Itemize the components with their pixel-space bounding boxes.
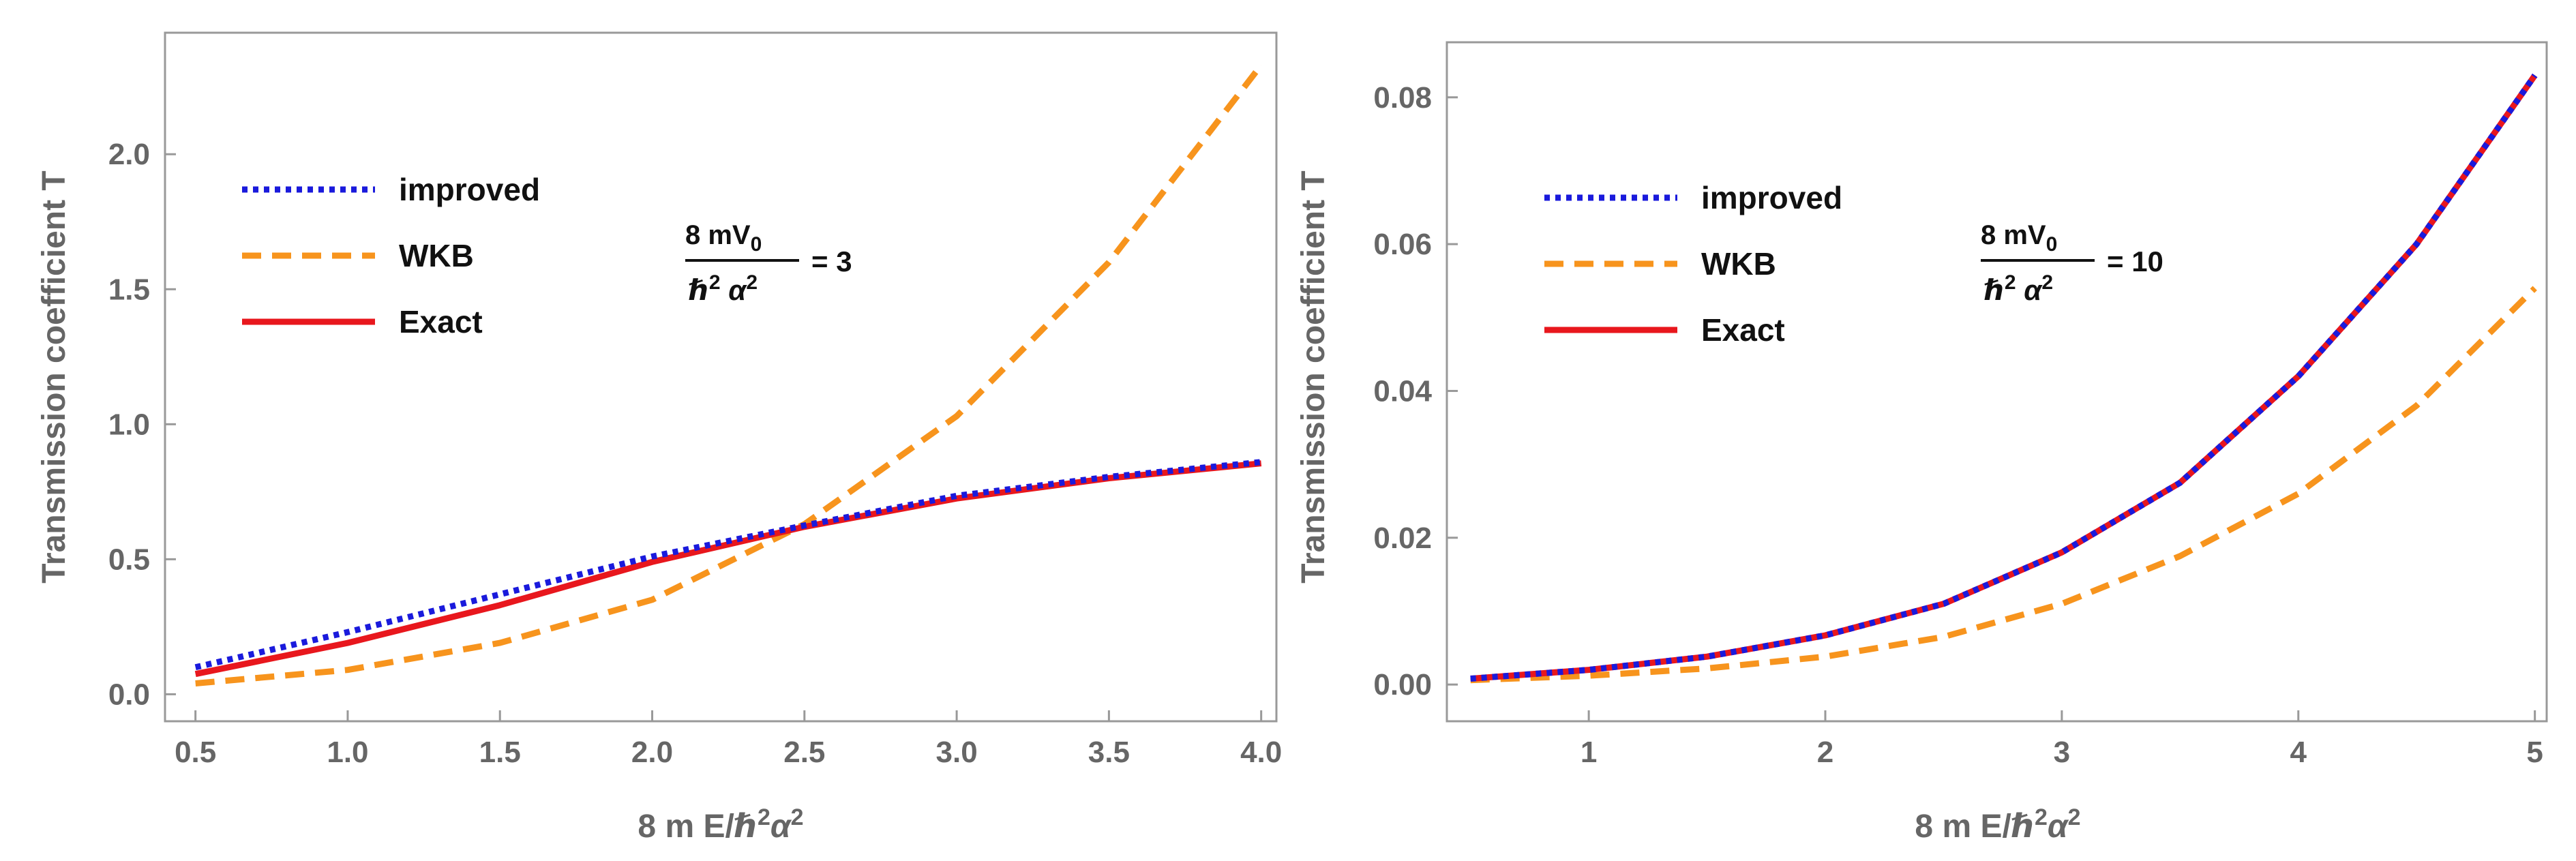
right-parameter-annotation: 8 mV0 ℏ2 α2 = 10 <box>1981 220 2163 306</box>
left-series-improved <box>194 459 1262 671</box>
right-y-tick-label: 0.02 <box>1373 522 1432 555</box>
svg-text:ℏ2 α2: ℏ2 α2 <box>689 271 758 306</box>
left-annot-hbar: ℏ <box>689 274 709 306</box>
left-x-tick-label: 3.0 <box>936 736 978 769</box>
right-annot-numerator: 8 mV <box>1981 220 2046 250</box>
left-x-ticks: 0.5 1.0 1.5 2.0 2.5 3.0 3.5 4.0 <box>175 710 1282 769</box>
right-y-tick-label: 0.06 <box>1373 228 1432 261</box>
right-plot-frame <box>1446 41 2548 723</box>
right-x-tick-label: 2 <box>1817 736 1833 769</box>
right-annot-hbar-exp: 2 <box>2005 271 2016 294</box>
right-x-axis-label: 8 m E/ℏ2α2 <box>1915 804 2080 845</box>
right-annot-value: = 10 <box>2107 245 2163 277</box>
right-y-tick-label: 0.00 <box>1373 668 1432 701</box>
left-annot-subscript: 0 <box>751 233 762 256</box>
right-series <box>1470 73 2538 684</box>
svg-text:8 mV0: 8 mV0 <box>1981 220 2057 256</box>
left-annot-alpha: α <box>728 274 747 306</box>
left-x-tick-label: 3.5 <box>1088 736 1130 769</box>
left-x-tick-label: 1.5 <box>479 736 521 769</box>
left-annot-numerator: 8 mV <box>685 220 751 250</box>
left-series-exact <box>194 460 1262 678</box>
right-x-tick-label: 1 <box>1581 736 1597 769</box>
left-x-tick-label: 0.5 <box>175 736 216 769</box>
right-x-tick-label: 5 <box>2526 736 2543 769</box>
right-annot-alpha: α <box>2024 274 2043 306</box>
right-series-exact <box>1470 73 2538 682</box>
left-x-tick-label: 1.0 <box>327 736 368 769</box>
left-series <box>194 63 1264 686</box>
left-series-wkb <box>195 63 1264 686</box>
left-y-tick-label: 1.0 <box>108 408 150 441</box>
left-annot-value: = 3 <box>811 245 852 277</box>
left-x-tick-label: 2.5 <box>783 736 825 769</box>
right-series-improved <box>1470 73 2538 682</box>
left-parameter-annotation: 8 mV0 ℏ2 α2 = 3 <box>685 220 852 306</box>
right-annot-alpha-exp: 2 <box>2041 271 2053 294</box>
right-annot-hbar: ℏ <box>1984 274 2005 306</box>
right-x-ticks: 1 2 3 4 5 <box>1581 710 2543 769</box>
left-legend-label-exact: Exact <box>399 304 483 339</box>
left-y-tick-label: 0.0 <box>108 678 150 711</box>
right-x-tick-label: 3 <box>2054 736 2070 769</box>
right-chart: 1 2 3 4 5 0.00 0.02 0.04 0.06 0.08 improved WKB … <box>1296 41 2548 845</box>
left-chart: 0.5 1.0 1.5 2.0 2.5 3.0 3.5 4.0 0.0 0.5 1.0 1.5 2.0… <box>36 31 1282 845</box>
left-legend-label-wkb: WKB <box>399 238 474 273</box>
left-y-ticks: 0.0 0.5 1.0 1.5 2.0 <box>108 138 176 711</box>
left-x-tick-label: 2.0 <box>631 736 673 769</box>
right-legend-label-improved: improved <box>1701 180 1842 215</box>
left-legend: improved WKB Exact <box>242 172 540 339</box>
svg-text:8 mV0: 8 mV0 <box>685 220 762 256</box>
left-legend-label-improved: improved <box>399 172 540 207</box>
right-legend-label-exact: Exact <box>1701 312 1785 348</box>
right-series-wkb <box>1470 286 2537 684</box>
left-x-tick-label: 4.0 <box>1240 736 1282 769</box>
left-y-tick-label: 0.5 <box>108 543 150 576</box>
right-legend-label-wkb: WKB <box>1701 246 1776 282</box>
right-y-axis-label: Transmission coefficient T <box>1296 170 1332 583</box>
left-y-tick-label: 2.0 <box>108 138 150 171</box>
right-legend: improved WKB Exact <box>1544 180 1842 348</box>
right-y-ticks: 0.00 0.02 0.04 0.06 0.08 <box>1373 81 1458 701</box>
svg-text:ℏ2 α2: ℏ2 α2 <box>1984 271 2053 306</box>
right-x-tick-label: 4 <box>2290 736 2307 769</box>
right-y-tick-label: 0.08 <box>1373 81 1432 115</box>
left-annot-alpha-exp: 2 <box>746 271 758 294</box>
right-y-tick-label: 0.04 <box>1373 374 1432 408</box>
right-annot-subscript: 0 <box>2046 233 2058 256</box>
left-y-tick-label: 1.5 <box>108 273 150 306</box>
left-x-axis-label: 8 m E/ℏ2α2 <box>638 804 803 845</box>
left-y-axis-label: Transmission coefficient T <box>36 170 72 583</box>
left-annot-hbar-exp: 2 <box>709 271 721 294</box>
left-plot-frame <box>164 31 1278 723</box>
